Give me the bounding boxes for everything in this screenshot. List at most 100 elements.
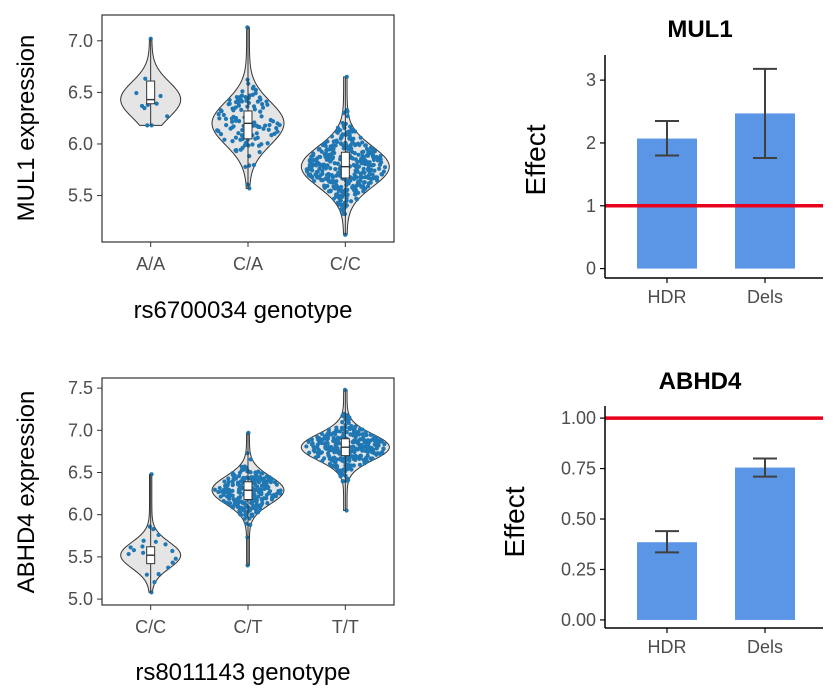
mul1-violin-point — [354, 196, 359, 201]
abhd4-violin-point — [260, 471, 265, 476]
mul1-violin-point — [340, 194, 345, 200]
abhd4-violin-point — [357, 462, 363, 467]
abhd4-violin-point — [320, 437, 326, 442]
mul1-violin-point — [363, 143, 368, 148]
abhd4-violin-point — [216, 489, 221, 495]
mul1-violin-point — [332, 161, 337, 166]
abhd4-violin-point — [333, 462, 338, 468]
abhd4-violin-point — [221, 498, 226, 504]
mul1-violin-point — [224, 123, 229, 128]
abhd4-violin-point — [238, 510, 243, 515]
abhd4-violin-point — [163, 542, 168, 547]
mul1-violin-point — [226, 102, 231, 107]
mul1-violin-point — [343, 232, 348, 237]
abhd4-violin-ytick-label: 6.0 — [68, 505, 93, 525]
mul1-violin-point — [339, 141, 344, 146]
mul1-violin-point — [236, 131, 241, 136]
mul1-violin-point — [367, 163, 372, 168]
mul1-violin-point — [339, 134, 344, 139]
abhd4-violin-xtick-label: T/T — [332, 617, 359, 637]
mul1-violin-point — [217, 116, 222, 121]
mul1-violin-point — [145, 123, 150, 128]
mul1-violin-point — [323, 143, 328, 149]
abhd4-violin-ytick-label: 5.0 — [68, 589, 93, 609]
abhd4-violin-point — [335, 450, 341, 455]
mul1-violin-box — [243, 110, 253, 140]
abhd4-violin-point — [262, 486, 267, 491]
abhd4-violin-point — [274, 482, 279, 487]
mul1-violin-point — [260, 105, 266, 110]
mul1-violin-point — [234, 147, 239, 153]
abhd4-violin-point — [353, 424, 358, 429]
abhd4-violin-point — [236, 490, 242, 495]
mul1-violin-point — [365, 167, 371, 172]
mul1-violin-point — [263, 123, 268, 128]
abhd4-violin-point — [223, 484, 228, 489]
abhd4-violin-point — [254, 499, 259, 504]
abhd4-violin-point — [352, 439, 357, 445]
abhd4-violin-point — [307, 450, 312, 455]
abhd4-violin-point — [269, 497, 275, 502]
mul1-violin-ytick-label: 6.0 — [68, 134, 93, 154]
abhd4-violin-point — [253, 483, 258, 488]
abhd4-violin-point — [306, 439, 311, 445]
mul1-violin-point — [351, 162, 356, 168]
mul1-violin-point — [335, 200, 340, 205]
mul1-violin-point — [238, 137, 243, 142]
abhd4-violin-xtick-label: C/C — [135, 617, 166, 637]
abhd4-violin-point — [222, 479, 227, 484]
abhd4-violin-point — [212, 487, 218, 492]
mul1-violin-point — [230, 139, 235, 144]
mul1-violin-point — [360, 140, 365, 145]
mul1-violin-ytick-label: 6.5 — [68, 82, 93, 102]
abhd4-violin-point — [259, 502, 264, 508]
abhd4-violin-point — [325, 436, 331, 441]
mul1-violin-point — [324, 152, 329, 157]
mul1-violin-point — [230, 125, 235, 130]
abhd4-violin-point — [351, 463, 356, 468]
abhd4-violin-ylabel: ABHD4 expression — [13, 391, 40, 594]
mul1-violin-point — [148, 36, 153, 41]
abhd4-violin-point — [342, 413, 347, 418]
mul1-violin-point — [348, 124, 353, 129]
mul1-violin-point — [352, 151, 357, 156]
mul1-violin-point — [265, 102, 270, 107]
abhd4-violin-point — [156, 532, 161, 538]
mul1-violin-point — [351, 136, 356, 141]
abhd4-violin-ytick-label: 7.5 — [68, 378, 93, 398]
abhd4-violin-point — [269, 476, 274, 482]
mul1-violin-point — [347, 130, 352, 135]
abhd4-violin-point — [267, 490, 272, 495]
mul1-violin-point — [334, 173, 339, 178]
abhd4-violin-point — [353, 429, 358, 434]
mul1-violin-point — [328, 166, 333, 171]
abhd4-violin-point — [351, 444, 356, 449]
abhd4-violin-point — [311, 448, 316, 453]
abhd4-effect-ytick-label: 0.50 — [561, 509, 596, 529]
mul1-violin-point — [353, 168, 358, 173]
mul1-violin-point — [311, 151, 316, 156]
abhd4-violin-point — [249, 475, 254, 480]
abhd4-violin-point — [261, 496, 267, 501]
abhd4-violin-point — [326, 453, 331, 458]
mul1-violin-point — [309, 174, 314, 179]
abhd4-violin-xlabel: rs8011143 genotype — [135, 659, 350, 686]
abhd4-violin-xtick-label: C/T — [234, 617, 263, 637]
abhd4-effect-bar-hdr — [637, 542, 697, 620]
abhd4-violin-point — [261, 478, 267, 483]
abhd4-violin-point — [329, 463, 334, 468]
mul1-violin-point — [352, 192, 357, 197]
abhd4-violin-point — [257, 474, 262, 480]
abhd4-violin-point — [255, 510, 261, 515]
abhd4-violin-point — [335, 467, 341, 472]
mul1-violin-xtick-label: A/A — [136, 254, 165, 274]
abhd4-violin-point — [170, 560, 175, 565]
mul1-violin-point — [335, 139, 340, 145]
mul1-violin-point — [250, 86, 255, 91]
abhd4-violin-point — [236, 504, 241, 509]
abhd4-violin-point — [232, 475, 237, 480]
mul1-violin-point — [243, 164, 248, 169]
abhd4-violin-point — [346, 420, 351, 426]
mul1-violin-point — [239, 107, 244, 112]
